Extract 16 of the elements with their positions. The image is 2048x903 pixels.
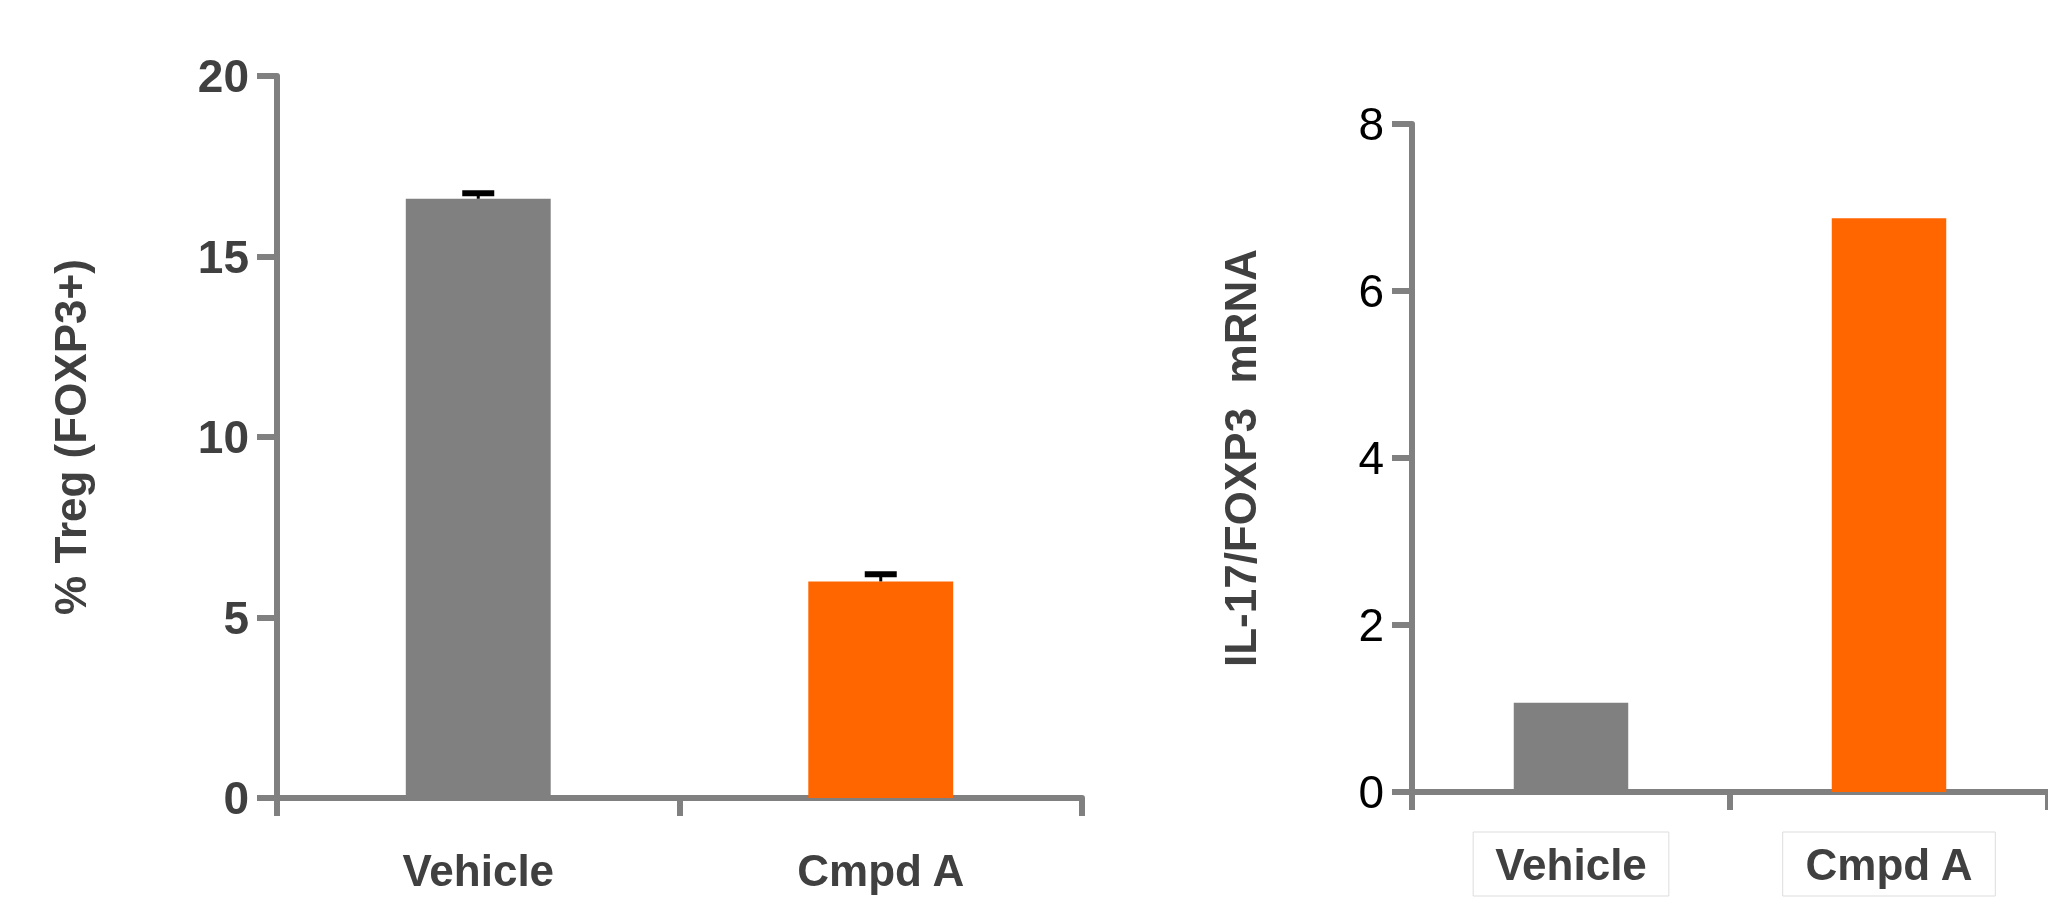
y-tick-label: 5 <box>223 591 249 644</box>
y-tick-label: 0 <box>223 772 249 824</box>
y-tick-label: 20 <box>197 50 249 102</box>
y-tick-label: 8 <box>1358 98 1384 150</box>
y-tick-label: 2 <box>1358 599 1384 651</box>
y-axis-title: IL-17/FOXP3 mRNA <box>1215 248 1265 668</box>
x-tick-label: Cmpd A <box>1805 839 1973 889</box>
y-tick-label: 0 <box>1358 766 1384 818</box>
y-axis-title: % Treg (FOXP3+) <box>45 259 95 615</box>
x-tick-label: Cmpd A <box>797 845 965 895</box>
x-tick-label: Vehicle <box>402 845 555 895</box>
y-tick-label: 6 <box>1358 265 1384 317</box>
x-tick-label: Vehicle <box>1495 839 1647 889</box>
y-tick-label: 15 <box>197 230 249 283</box>
y-tick-label: 4 <box>1358 432 1384 484</box>
y-tick-label: 10 <box>197 411 249 463</box>
